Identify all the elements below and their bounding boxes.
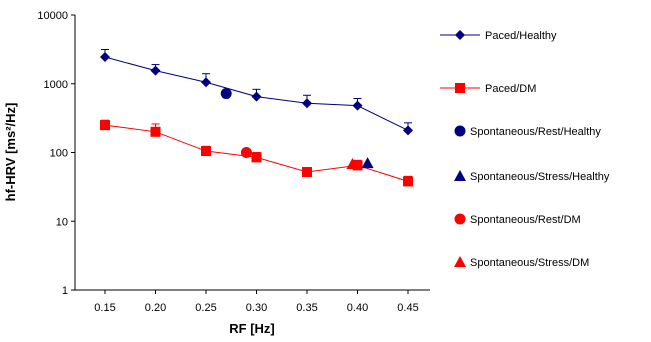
legend-label: Spontaneous/Stress/Healthy	[470, 171, 610, 183]
legend-marker	[454, 213, 466, 225]
legend-marker	[455, 83, 465, 93]
legend-marker	[455, 30, 465, 40]
data-point	[251, 152, 262, 163]
legend: Paced/Healthy Paced/DM Spontaneous/Rest/He…	[440, 30, 610, 269]
legend-label: Spontaneous/Rest/DM	[470, 214, 581, 226]
y-tick-label: 10000	[37, 10, 68, 22]
x-axis-title: RF [Hz]	[229, 321, 275, 336]
legend-label: Paced/DM	[485, 83, 536, 95]
legend-marker	[454, 125, 466, 137]
legend-item: Spontaneous/Rest/DM	[454, 213, 581, 226]
y-ticks: 1 10 100 1000 10000	[37, 10, 75, 297]
data-point	[201, 146, 211, 157]
series-paced-dm	[100, 119, 413, 187]
data-point	[220, 88, 232, 100]
data-point	[150, 126, 161, 137]
legend-marker	[454, 170, 466, 181]
legend-marker	[454, 256, 466, 267]
legend-item: Paced/Healthy	[440, 30, 557, 42]
series-layer	[100, 48, 413, 187]
y-tick-label: 10	[56, 216, 68, 228]
legend-label: Spontaneous/Rest/Healthy	[470, 126, 601, 138]
series-spontaneous-rest-healthy	[220, 88, 232, 100]
y-tick-label: 1000	[44, 79, 68, 91]
data-point	[100, 51, 110, 62]
legend-label: Spontaneous/Stress/DM	[470, 257, 589, 269]
data-point	[361, 157, 374, 169]
data-point	[150, 65, 161, 76]
x-tick-label: 0.20	[145, 302, 166, 314]
x-tick-label: 0.35	[296, 302, 317, 314]
data-point	[100, 120, 110, 131]
x-tick-label: 0.45	[397, 302, 418, 314]
series-spontaneous-stress-healthy	[361, 157, 374, 169]
data-point	[346, 158, 359, 170]
data-point	[403, 176, 413, 187]
data-point	[352, 100, 363, 111]
data-point	[251, 91, 262, 102]
legend-item: Paced/DM	[440, 83, 536, 95]
y-tick-label: 100	[50, 148, 68, 160]
data-point	[352, 160, 363, 171]
data-point	[302, 98, 312, 109]
data-point	[240, 147, 252, 158]
legend-item: Spontaneous/Stress/DM	[454, 256, 589, 269]
data-point	[302, 167, 312, 178]
legend-label: Paced/Healthy	[485, 30, 557, 42]
y-tick-label: 1	[62, 285, 68, 297]
x-tick-label: 0.15	[94, 302, 115, 314]
data-point	[403, 125, 413, 136]
x-ticks: 0.15 0.20 0.25 0.30 0.35 0.40 0.45	[94, 290, 419, 314]
x-tick-label: 0.25	[195, 302, 216, 314]
x-tick-label: 0.40	[347, 302, 368, 314]
series-paced-healthy	[100, 48, 413, 136]
legend-item: Spontaneous/Rest/Healthy	[454, 125, 601, 138]
x-tick-label: 0.30	[246, 302, 267, 314]
series-spontaneous-stress-dm	[346, 158, 359, 170]
legend-item: Spontaneous/Stress/Healthy	[454, 170, 610, 183]
data-point	[201, 77, 211, 88]
y-axis-title: hf-HRV [ms²/Hz]	[3, 103, 18, 202]
series-spontaneous-rest-dm	[240, 147, 252, 158]
